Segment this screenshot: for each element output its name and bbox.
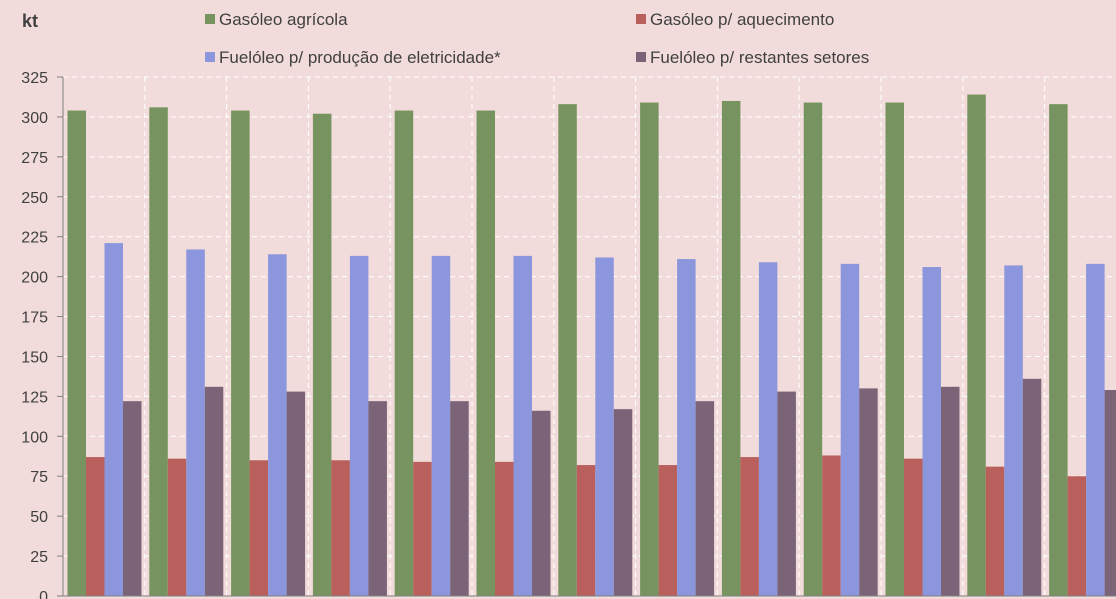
- y-tick-label: 250: [21, 190, 48, 207]
- bar: [840, 263, 860, 596]
- bars: [67, 94, 1116, 596]
- bar: [885, 102, 904, 596]
- bar: [576, 465, 596, 596]
- y-tick-label: 225: [21, 230, 48, 247]
- bar: [721, 100, 741, 596]
- y-axis: 0 25 50 75 100 125 150 175 200 225 250 275 300 325: [21, 70, 1116, 599]
- bar: [349, 255, 369, 596]
- bar: [331, 460, 350, 596]
- bar: [167, 458, 187, 596]
- y-tick-label: 50: [30, 509, 48, 526]
- bar: [613, 409, 633, 596]
- y-tick-label: 100: [21, 429, 48, 446]
- bar: [677, 259, 696, 596]
- legend: Gasóleo agrícola Gasóleo p/ aquecimento Fu…: [205, 10, 869, 67]
- legend-label: Gasóleo agrícola: [219, 10, 348, 29]
- y-tick-label: 125: [21, 389, 48, 406]
- bar: [985, 466, 1005, 596]
- bar: [67, 110, 86, 596]
- bar: [1049, 104, 1068, 596]
- bar: [595, 257, 614, 596]
- bar: [513, 255, 532, 596]
- y-tick-label: 300: [21, 110, 48, 127]
- bar: [476, 110, 495, 596]
- bar: [431, 255, 451, 596]
- y-tick-label: 75: [30, 469, 48, 486]
- bar: [204, 386, 224, 596]
- y-tick-label: 25: [30, 549, 48, 566]
- bar: [249, 460, 269, 596]
- bar: [186, 249, 205, 596]
- legend-swatch: [205, 14, 215, 24]
- bar: [967, 94, 986, 596]
- legend-swatch: [205, 52, 215, 62]
- bar: [558, 104, 577, 596]
- bar: [740, 457, 759, 596]
- bar: [231, 110, 250, 596]
- legend-item: Gasóleo p/ aquecimento: [636, 10, 834, 29]
- bar: [495, 461, 514, 596]
- bar: [859, 388, 878, 596]
- bar: [941, 386, 960, 596]
- bar: [394, 110, 414, 596]
- y-tick-label: 175: [21, 310, 48, 327]
- bar: [1104, 389, 1116, 596]
- legend-label: Fuelóleo p/ produção de eletricidade*: [219, 48, 501, 67]
- bar: [268, 254, 287, 596]
- legend-swatch: [636, 52, 646, 62]
- bar: [413, 461, 432, 596]
- bar: [368, 401, 387, 596]
- bar: [312, 113, 332, 596]
- legend-label: Fuelóleo p/ restantes setores: [650, 48, 869, 67]
- y-tick-label: 275: [21, 150, 48, 167]
- bar: [1086, 263, 1105, 596]
- bar: [904, 458, 923, 596]
- bar: [640, 102, 659, 596]
- unit-label: kt: [22, 11, 38, 31]
- legend-label: Gasóleo p/ aquecimento: [650, 10, 834, 29]
- y-tick-label: 200: [21, 270, 48, 287]
- bar: [695, 401, 715, 596]
- y-tick-label: 150: [21, 349, 48, 366]
- bar: [777, 391, 796, 596]
- bar: [758, 262, 778, 596]
- legend-item: Fuelóleo p/ produção de eletricidade*: [205, 48, 501, 67]
- bar: [450, 401, 469, 596]
- bar: [922, 267, 941, 596]
- bar: [123, 401, 142, 596]
- y-tick-label: 325: [21, 70, 48, 87]
- bar: [1004, 265, 1023, 596]
- bar: [286, 391, 306, 596]
- bar: [149, 107, 168, 596]
- y-tick-label: 0: [39, 589, 48, 599]
- bar: [1022, 378, 1042, 596]
- legend-item: Gasóleo agrícola: [205, 10, 348, 29]
- bar: [1067, 476, 1087, 596]
- bar: [86, 457, 105, 596]
- bar: [822, 455, 841, 596]
- bar: [658, 465, 678, 596]
- bar: [803, 102, 823, 596]
- legend-item: Fuelóleo p/ restantes setores: [636, 48, 869, 67]
- legend-swatch: [636, 14, 646, 24]
- bar: [532, 410, 551, 596]
- bar: [104, 243, 123, 596]
